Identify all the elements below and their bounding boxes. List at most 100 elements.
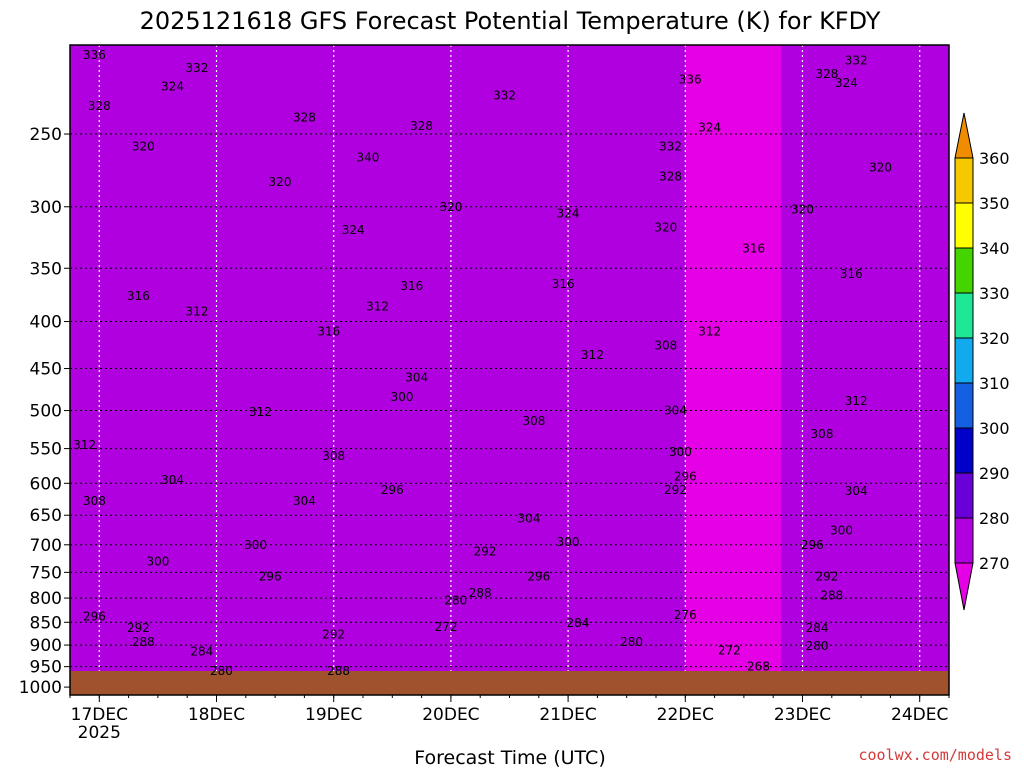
theta-cell: [277, 413, 287, 422]
theta-cell: [501, 175, 511, 183]
theta-cell: [253, 398, 263, 407]
theta-cell: [397, 666, 407, 674]
theta-cell: [373, 203, 383, 212]
theta-cell: [93, 117, 103, 126]
theta-cell: [229, 290, 239, 299]
theta-cell: [93, 218, 103, 227]
theta-cell: [245, 290, 255, 299]
theta-cell: [181, 435, 191, 443]
theta-cell: [269, 622, 279, 631]
theta-cell: [181, 240, 191, 248]
theta-cell: [405, 341, 415, 349]
theta-cell: [237, 485, 247, 494]
theta-cell: [317, 167, 327, 176]
theta-cell: [501, 637, 511, 646]
theta-cell: [277, 579, 287, 588]
theta-cell: [461, 167, 471, 176]
theta-cell: [349, 52, 359, 61]
theta-cell: [397, 398, 407, 407]
theta-cell: [389, 398, 399, 407]
theta-cell: [229, 420, 239, 429]
theta-cell: [405, 348, 415, 357]
theta-cell: [77, 153, 87, 162]
theta-cell: [317, 232, 327, 241]
theta-cell: [221, 637, 231, 646]
theta-cell: [245, 666, 255, 674]
theta-cell: [437, 514, 447, 523]
theta-cell: [493, 406, 503, 414]
theta-cell: [149, 463, 159, 472]
theta-cell: [149, 131, 159, 140]
theta-cell: [85, 247, 95, 256]
theta-cell: [413, 326, 423, 335]
theta-cell: [325, 507, 335, 516]
theta-cell: [341, 232, 351, 241]
theta-cell: [117, 651, 127, 660]
theta-cell: [469, 102, 479, 111]
theta-cell: [461, 666, 471, 674]
theta-cell: [333, 312, 343, 321]
theta-cell: [197, 601, 207, 609]
theta-cell: [269, 66, 279, 75]
theta-cell: [421, 644, 431, 653]
theta-cell: [293, 276, 303, 284]
theta-cell: [413, 449, 423, 458]
theta-cell: [317, 666, 327, 674]
theta-cell: [245, 355, 255, 364]
theta-cell: [253, 644, 263, 653]
theta-cell: [357, 117, 367, 126]
theta-cell: [117, 413, 127, 422]
theta-cell: [325, 579, 335, 588]
theta-cell: [101, 175, 111, 183]
theta-cell: [277, 196, 287, 205]
theta-cell: [469, 651, 479, 660]
theta-cell: [93, 528, 103, 537]
theta-cell: [221, 167, 231, 176]
theta-cell: [197, 550, 207, 559]
theta-cell: [133, 319, 143, 328]
theta-cell: [309, 81, 319, 89]
theta-cell: [373, 471, 383, 479]
theta-cell: [277, 622, 287, 631]
theta-cell: [365, 485, 375, 494]
theta-cell: [133, 528, 143, 537]
theta-cell: [357, 66, 367, 75]
theta-cell: [437, 601, 447, 609]
theta-cell: [133, 500, 143, 508]
theta-cell: [309, 521, 319, 530]
theta-cell: [413, 593, 423, 602]
theta-cell: [149, 348, 159, 357]
theta-cell: [213, 514, 223, 523]
theta-cell: [269, 550, 279, 559]
theta-cell: [85, 333, 95, 342]
theta-cell: [493, 131, 503, 140]
theta-cell: [165, 579, 175, 588]
theta-cell: [349, 586, 359, 595]
theta-cell: [309, 435, 319, 443]
theta-cell: [277, 81, 287, 89]
theta-cell: [213, 276, 223, 284]
theta-cell: [285, 514, 295, 523]
theta-cell: [293, 153, 303, 162]
theta-cell: [165, 644, 175, 653]
theta-cell: [93, 138, 103, 147]
theta-cell: [389, 442, 399, 451]
theta-cell: [285, 601, 295, 609]
theta-cell: [197, 203, 207, 212]
theta-cell: [365, 644, 375, 653]
theta-cell: [277, 362, 287, 371]
theta-cell: [437, 124, 447, 133]
theta-cell: [149, 268, 159, 277]
theta-cell: [405, 81, 415, 89]
theta-cell: [237, 355, 247, 364]
theta-cell: [501, 167, 511, 176]
theta-cell: [413, 622, 423, 631]
theta-cell: [493, 637, 503, 646]
theta-cell: [397, 196, 407, 205]
theta-cell: [173, 312, 183, 321]
theta-cell: [229, 348, 239, 357]
theta-cell: [285, 189, 295, 198]
theta-cell: [429, 651, 439, 660]
theta-cell: [461, 196, 471, 205]
theta-cell: [381, 66, 391, 75]
